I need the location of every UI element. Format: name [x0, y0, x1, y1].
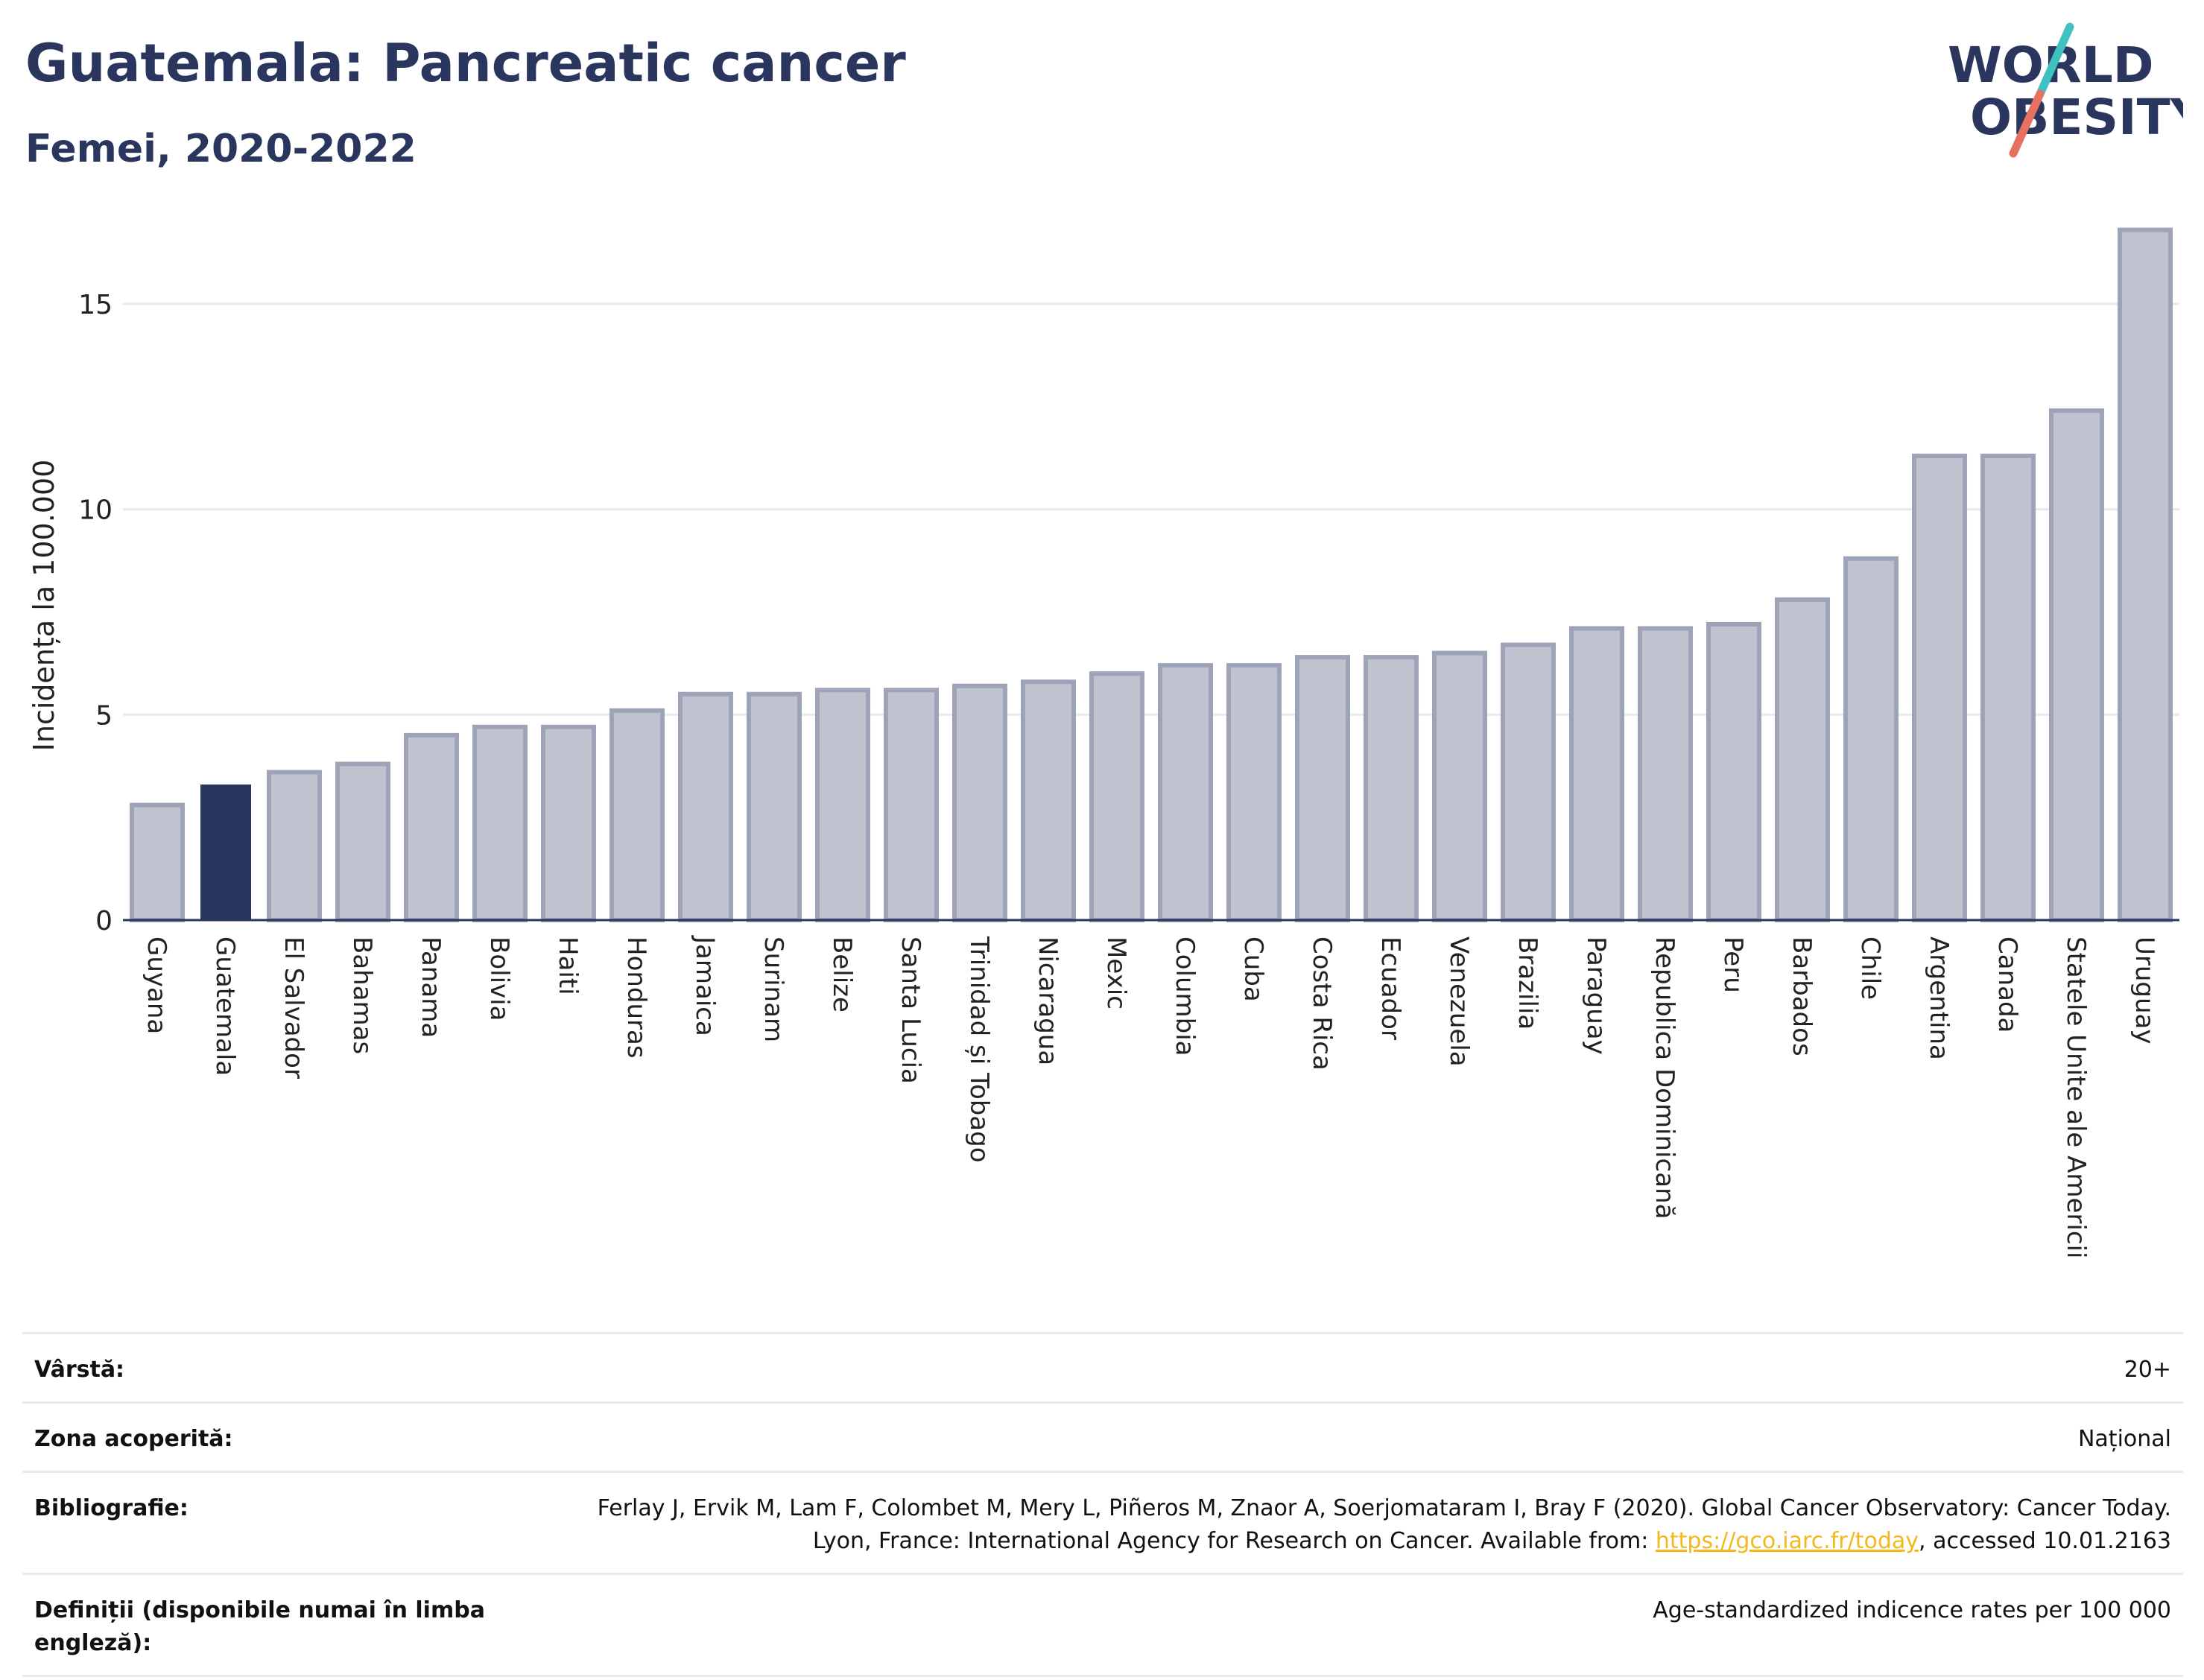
bar-paraguay — [1568, 626, 1625, 922]
bar-guatemala — [200, 784, 252, 920]
x-tick-label: Panama — [416, 936, 446, 1038]
x-tick-label: Jamaica — [690, 935, 720, 1036]
meta-age-value: 20+ — [2124, 1357, 2171, 1383]
y-tick-label: 0 — [95, 906, 113, 936]
meta-age-label: Vârstă: — [34, 1357, 125, 1383]
bar-el-salvador — [266, 770, 323, 922]
bar-columbia — [1157, 663, 1214, 922]
logo-line2: OBESITY — [1970, 89, 2183, 146]
x-tick-label: Ecuador — [1375, 936, 1405, 1040]
bar-brazilia — [1500, 642, 1557, 922]
y-tick-label: 15 — [78, 290, 113, 320]
meta-row-age: Vârstă: 20+ — [22, 1332, 2183, 1401]
logo-slash-teal — [2036, 22, 2074, 98]
bar-nicaragua — [1020, 679, 1077, 923]
chart-title: Guatemala: Pancreatic cancer — [25, 33, 906, 94]
x-tick-label: Uruguay — [2129, 936, 2159, 1045]
x-tick-label: Cuba — [1238, 936, 1268, 1002]
x-tick-label: Santa Lucia — [896, 936, 925, 1084]
bar-bolivia — [472, 724, 528, 922]
bar-peru — [1706, 621, 1762, 922]
bibliography-text: Ferlay J, Ervik M, Lam F, Colombet M, Me… — [597, 1495, 2171, 1554]
bar-honduras — [609, 708, 665, 922]
x-tick-label: Surinam — [759, 936, 788, 1042]
x-tick-label: Columbia — [1170, 936, 1200, 1056]
bibliography-accessed: , accessed 10.01.2163 — [1919, 1528, 2171, 1554]
x-tick-label: Peru — [1718, 936, 1748, 993]
meta-definitions-value: Age-standardized indicence rates per 100… — [1653, 1597, 2171, 1623]
meta-bibliography-label: Bibliografie: — [34, 1495, 189, 1521]
x-tick-label: Bahamas — [347, 936, 377, 1054]
x-tick-label: Statele Unite ale Americii — [2061, 936, 2091, 1258]
bar-belize — [814, 688, 871, 922]
x-tick-label: Argentina — [1924, 936, 1954, 1060]
bar-barbados — [1774, 597, 1831, 923]
bar-ecuador — [1363, 655, 1419, 922]
bar-guyana — [129, 802, 186, 922]
bar-jamaica — [677, 691, 734, 922]
logo-slash-red — [2009, 89, 2045, 158]
bar-bahamas — [335, 761, 391, 923]
x-tick-label: Nicaragua — [1033, 936, 1063, 1065]
x-tick-labels: Guyana Guatemala El Salvador Bahamas Panama B… — [142, 935, 2159, 1258]
meta-area-label: Zona acoperită: — [34, 1426, 233, 1452]
bar-canada — [1980, 453, 2036, 922]
x-tick-label: El Salvador — [279, 936, 308, 1079]
y-tick-labels: 0 5 10 15 — [78, 290, 113, 936]
x-tick-label: Canada — [1992, 936, 2022, 1033]
bar-mexic — [1089, 671, 1145, 923]
x-tick-label: Trinidad și Tobago — [964, 936, 994, 1163]
bar-cuba — [1226, 663, 1282, 922]
x-tick-label: Brazilia — [1513, 936, 1542, 1030]
x-tick-label: Costa Rica — [1307, 936, 1337, 1071]
meta-row-area: Zona acoperită: Național — [22, 1401, 2183, 1471]
x-tick-label: Bolivia — [484, 936, 514, 1021]
gco-link[interactable]: https://gco.iarc.fr/today — [1655, 1528, 1919, 1554]
bar-panama — [403, 732, 460, 922]
y-axis-label: Incidența la 100.000 — [28, 460, 60, 752]
x-tick-label: Guatemala — [210, 936, 240, 1076]
world-obesity-logo: WORLD OBESITY — [1948, 22, 2183, 158]
bar-statele-unite-ale-americii — [2048, 408, 2105, 922]
bar-surinam — [746, 691, 802, 922]
bar-haiti — [540, 724, 597, 922]
meta-row-definitions: Definiții (disponibile numai în limba en… — [22, 1573, 2183, 1677]
x-tick-label: Honduras — [621, 936, 651, 1059]
meta-area-value: Național — [2077, 1426, 2171, 1452]
bar-venezuela — [1431, 650, 1488, 922]
bars — [129, 227, 2173, 923]
bar-santa-lucia — [883, 688, 940, 922]
x-tick-label: Republica Dominicană — [1650, 936, 1679, 1219]
bar-chile — [1843, 556, 1899, 922]
y-tick-label: 5 — [95, 700, 113, 731]
meta-row-bibliography: Bibliografie: Ferlay J, Ervik M, Lam F, … — [22, 1471, 2183, 1573]
bar-argentina — [1911, 453, 1968, 922]
x-tick-label: Barbados — [1787, 936, 1817, 1056]
x-tick-label: Mexic — [1101, 936, 1131, 1009]
meta-definitions-label: Definiții (disponibile numai în limba en… — [34, 1597, 485, 1656]
meta-bibliography-value: Ferlay J, Ervik M, Lam F, Colombet M, Me… — [569, 1492, 2171, 1558]
x-tick-label: Paraguay — [1581, 936, 1611, 1055]
bar-trinidad-i-tobago — [951, 683, 1008, 923]
bar-republica-dominican- — [1637, 626, 1694, 922]
x-tick-label: Venezuela — [1444, 936, 1474, 1067]
bar-costa-rica — [1294, 655, 1351, 922]
bar-uruguay — [2117, 227, 2173, 923]
metadata-table: Vârstă: 20+ Zona acoperită: Național Bib… — [22, 1332, 2183, 1677]
bar-chart: 0 5 10 15 Guyana Guatemala El Salvador Bahamas… — [28, 227, 2179, 1258]
x-tick-label: Haiti — [553, 936, 583, 995]
x-tick-label: Guyana — [142, 936, 171, 1034]
x-tick-label: Belize — [827, 936, 857, 1012]
chart-subtitle: Femei, 2020-2022 — [25, 127, 417, 171]
grid-lines — [123, 302, 2179, 716]
x-tick-label: Chile — [1855, 936, 1885, 1000]
y-tick-label: 10 — [78, 495, 113, 526]
